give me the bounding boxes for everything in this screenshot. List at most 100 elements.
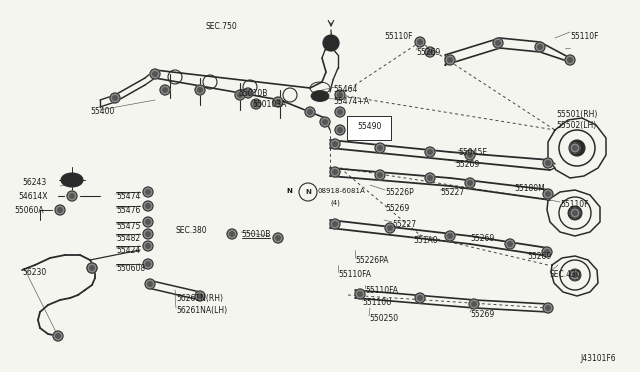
Circle shape	[55, 205, 65, 215]
Text: 55269: 55269	[385, 204, 409, 213]
Circle shape	[355, 289, 365, 299]
Circle shape	[378, 173, 382, 177]
Circle shape	[472, 302, 476, 306]
Circle shape	[146, 220, 150, 224]
Circle shape	[543, 158, 553, 168]
Circle shape	[546, 192, 550, 196]
Circle shape	[243, 88, 253, 98]
Circle shape	[67, 191, 77, 201]
Circle shape	[570, 208, 580, 218]
Circle shape	[235, 90, 245, 100]
Circle shape	[251, 99, 261, 109]
Text: 55424: 55424	[116, 246, 140, 255]
Circle shape	[335, 90, 345, 100]
Circle shape	[146, 232, 150, 236]
Text: 55269: 55269	[455, 160, 479, 169]
Circle shape	[505, 239, 515, 249]
Circle shape	[569, 140, 585, 156]
Circle shape	[87, 263, 97, 273]
Text: 55269: 55269	[470, 234, 494, 243]
Text: 55110F: 55110F	[560, 200, 589, 209]
Text: 55010B: 55010B	[238, 89, 268, 98]
Text: 55474+A: 55474+A	[333, 97, 369, 106]
Circle shape	[143, 187, 153, 197]
Circle shape	[546, 306, 550, 310]
Circle shape	[333, 222, 337, 226]
Circle shape	[330, 219, 340, 229]
Circle shape	[465, 150, 475, 160]
Circle shape	[546, 161, 550, 165]
Circle shape	[418, 296, 422, 300]
Circle shape	[378, 146, 382, 150]
Circle shape	[150, 69, 160, 79]
Circle shape	[445, 231, 455, 241]
Circle shape	[198, 294, 202, 298]
Circle shape	[543, 303, 553, 313]
Circle shape	[90, 266, 94, 270]
Circle shape	[445, 55, 455, 65]
Circle shape	[153, 72, 157, 76]
Circle shape	[87, 263, 97, 273]
Circle shape	[565, 55, 575, 65]
Circle shape	[230, 232, 234, 236]
Ellipse shape	[311, 90, 329, 102]
Circle shape	[328, 39, 335, 46]
Text: 55474: 55474	[116, 192, 140, 201]
Circle shape	[465, 178, 475, 188]
Circle shape	[333, 142, 337, 146]
Circle shape	[227, 229, 237, 239]
Circle shape	[469, 299, 479, 309]
Text: 55110F: 55110F	[570, 32, 598, 41]
Circle shape	[145, 279, 155, 289]
Text: (4): (4)	[330, 200, 340, 206]
Circle shape	[428, 50, 432, 54]
Circle shape	[415, 37, 425, 47]
Circle shape	[545, 250, 549, 254]
Circle shape	[496, 41, 500, 45]
Circle shape	[320, 117, 330, 127]
Circle shape	[568, 58, 572, 62]
Circle shape	[543, 189, 553, 199]
Circle shape	[143, 241, 153, 251]
Circle shape	[323, 35, 339, 51]
Circle shape	[538, 45, 542, 49]
Circle shape	[333, 170, 337, 174]
Circle shape	[569, 269, 581, 281]
Circle shape	[53, 331, 63, 341]
Circle shape	[573, 146, 577, 150]
Text: 56230: 56230	[22, 268, 46, 277]
Circle shape	[323, 120, 327, 124]
Circle shape	[573, 273, 577, 277]
Circle shape	[493, 38, 503, 48]
Circle shape	[253, 102, 259, 106]
Text: 550103A: 550103A	[252, 100, 286, 109]
Text: 55060A: 55060A	[14, 206, 44, 215]
Ellipse shape	[67, 176, 77, 183]
Circle shape	[195, 291, 205, 301]
Circle shape	[542, 247, 552, 257]
Text: 56243: 56243	[22, 178, 46, 187]
Circle shape	[58, 208, 62, 212]
Text: 55269: 55269	[416, 48, 440, 57]
Text: 55180M: 55180M	[514, 184, 545, 193]
Circle shape	[425, 47, 435, 57]
Text: 55501(RH): 55501(RH)	[556, 110, 597, 119]
Text: N: N	[305, 189, 311, 195]
Text: 55110F: 55110F	[384, 32, 413, 41]
Text: 56261N(RH): 56261N(RH)	[176, 294, 223, 303]
Circle shape	[273, 97, 283, 107]
Circle shape	[56, 334, 60, 338]
Circle shape	[358, 292, 362, 296]
Circle shape	[143, 259, 153, 269]
Text: 55490: 55490	[357, 122, 381, 131]
Circle shape	[148, 282, 152, 286]
Circle shape	[276, 100, 280, 104]
Circle shape	[308, 110, 312, 114]
Circle shape	[160, 85, 170, 95]
Circle shape	[448, 234, 452, 238]
Text: 550608: 550608	[116, 264, 145, 273]
Circle shape	[143, 201, 153, 211]
Text: J43101F6: J43101F6	[580, 354, 616, 363]
Text: 55502(LH): 55502(LH)	[556, 121, 596, 130]
Circle shape	[415, 293, 425, 303]
